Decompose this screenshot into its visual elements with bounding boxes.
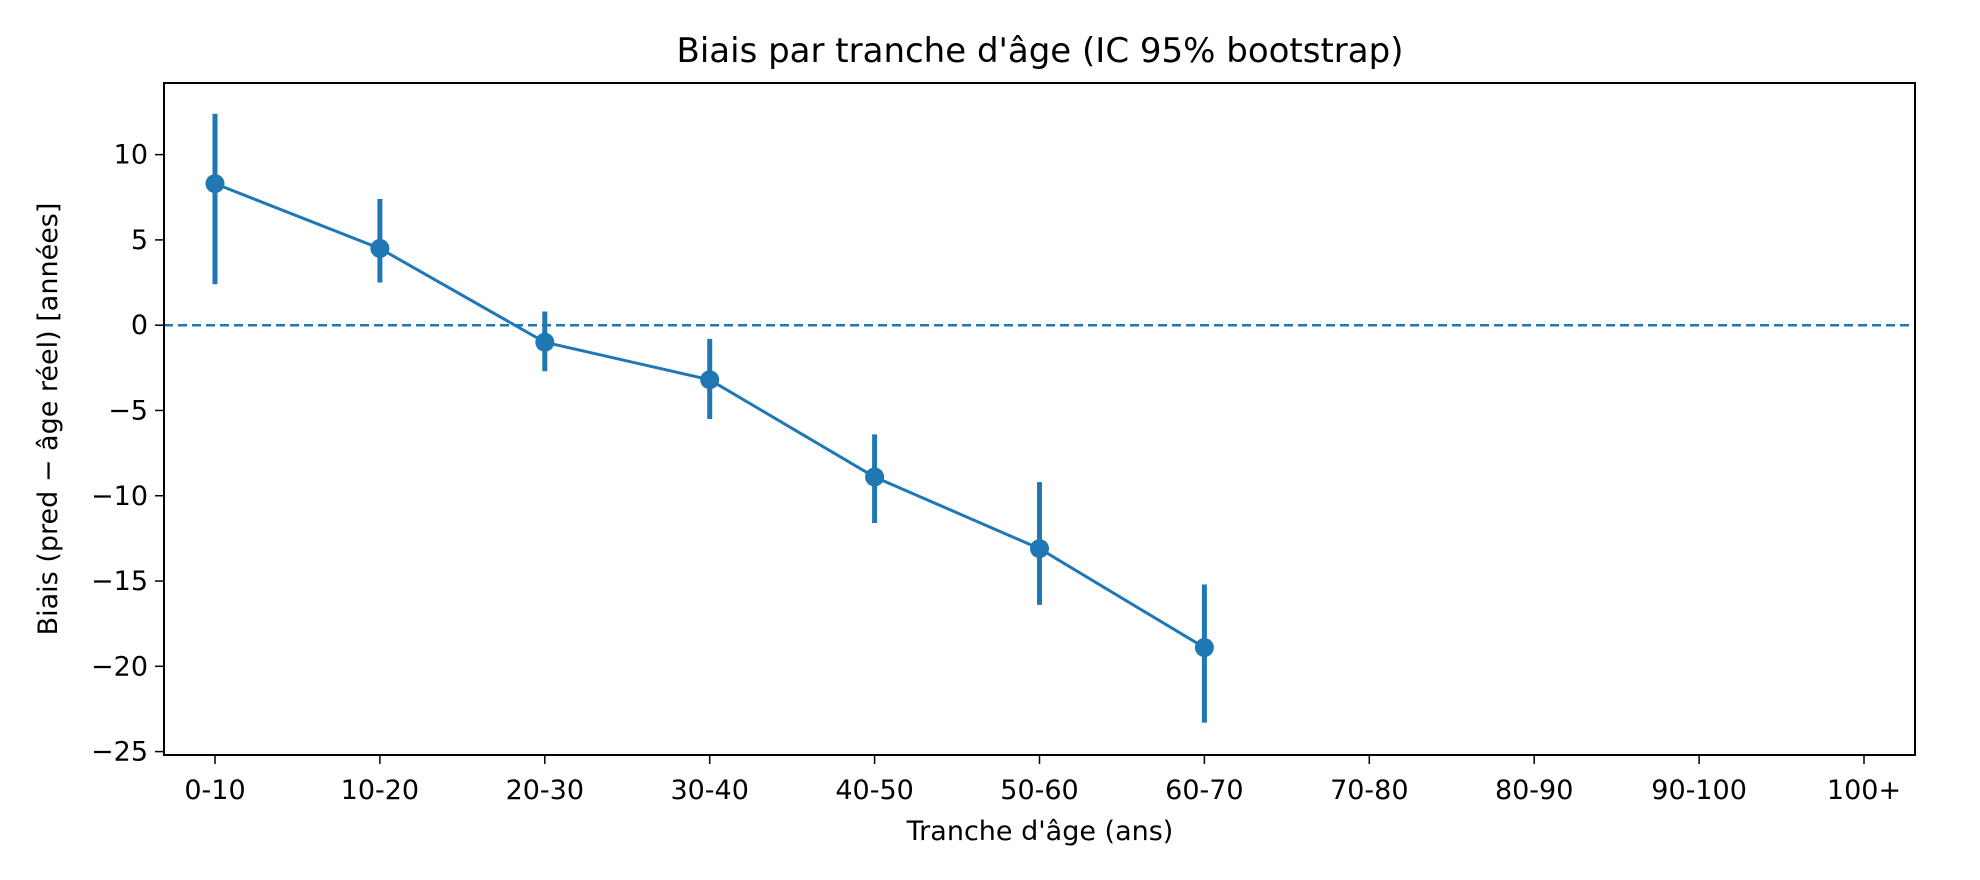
y-tick-label-10: 10 (114, 140, 148, 171)
x-tick-label-30-40: 30-40 (670, 775, 748, 806)
data-point-10-20 (370, 238, 390, 258)
y-axis-label: Biais (pred − âge réel) [années] (33, 203, 64, 636)
x-tick-label-60-70: 60-70 (1165, 775, 1243, 806)
axes-frame (163, 82, 1916, 756)
y-tick-label--25: −25 (91, 737, 148, 768)
x-tick-label-40-50: 40-50 (835, 775, 913, 806)
y-tick-label-0: 0 (131, 310, 148, 341)
x-tick-label-20-30: 20-30 (506, 775, 584, 806)
data-point-0-10 (205, 174, 225, 194)
y-tick-label-5: 5 (131, 225, 148, 256)
x-tick-label-10-20: 10-20 (341, 775, 419, 806)
plot-area: 0-10 10-20 20-30 30-40 40-50 50-60 60-70 70-80 8… (91, 82, 1916, 806)
y-tick-label--15: −15 (91, 566, 148, 597)
data-point-40-50 (865, 467, 885, 487)
y-tick-label--10: −10 (91, 481, 148, 512)
y-tick-label--5: −5 (108, 395, 148, 426)
x-axis-label: Tranche d'âge (ans) (906, 816, 1174, 847)
x-tick-label-90-100: 90-100 (1651, 775, 1747, 806)
data-point-30-40 (700, 370, 720, 390)
y-tick-label--20: −20 (91, 651, 148, 682)
x-tick-label-50-60: 50-60 (1000, 775, 1078, 806)
chart-title: Biais par tranche d'âge (IC 95% bootstra… (677, 31, 1404, 71)
x-tick-label-100+: 100+ (1827, 775, 1901, 806)
data-point-20-30 (535, 332, 555, 352)
x-tick-label-0-10: 0-10 (184, 775, 245, 806)
x-tick-label-70-80: 70-80 (1330, 775, 1408, 806)
data-point-50-60 (1030, 539, 1049, 559)
x-tick-label-80-90: 80-90 (1495, 775, 1573, 806)
data-point-60-70 (1194, 638, 1214, 658)
